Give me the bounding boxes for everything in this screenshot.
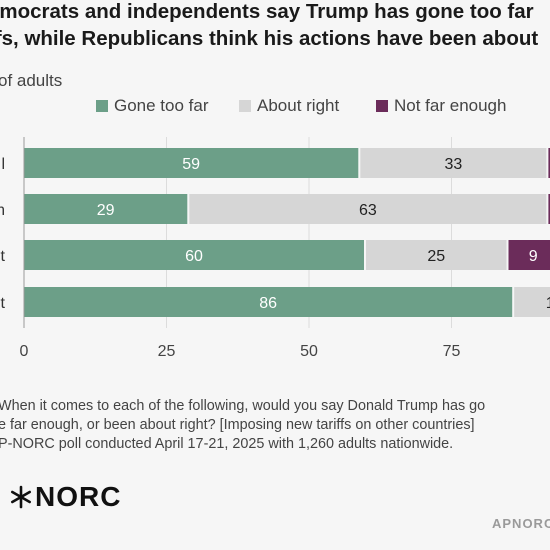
title-line-1: emocrats and independents say Trump has … [0, 0, 534, 23]
legend-item-about-right: About right [239, 96, 339, 116]
bar-about-right [189, 194, 547, 224]
chart-title: emocrats and independents say Trump has … [0, 0, 538, 52]
x-tick-label: 25 [158, 343, 176, 360]
star-icon [10, 485, 32, 509]
bar-not-far-enough [548, 148, 550, 178]
category-label: n [0, 202, 5, 219]
bar-about-right [360, 148, 547, 178]
legend-swatch-gone-too-far [96, 100, 108, 112]
legend-label-not-far-enough: Not far enough [394, 96, 507, 115]
chart-legend: Gone too far About right Not far enough [0, 96, 550, 120]
notes-line-3: P-NORC poll conducted April 17-21, 2025 … [0, 436, 454, 452]
chart-notes: When it comes to each of the following, … [0, 397, 485, 454]
x-tick-label: 0 [20, 343, 29, 360]
data-label: 86 [259, 295, 277, 312]
legend-item-gone-too-far: Gone too far [96, 96, 209, 116]
legend-label-about-right: About right [257, 96, 340, 115]
category-label: l [1, 156, 5, 173]
data-label: 9 [529, 248, 538, 265]
data-label: 63 [359, 202, 377, 219]
notes-line-2: e far enough, or been about right? [Impo… [0, 417, 475, 433]
source-tag: APNORC [492, 516, 550, 531]
legend-item-not-far-enough: Not far enough [376, 96, 506, 116]
chart-subtitle: of adults [0, 71, 63, 90]
bar-chart: 59 33 l 29 63 n 60 25 9 t 86 1 t 0 25 50 75 [0, 137, 550, 360]
norc-logo: NORC [9, 481, 121, 513]
bar-not-far-enough [548, 194, 550, 224]
x-tick-label: 50 [300, 343, 318, 360]
bar-gone-too-far [24, 148, 359, 178]
bar-about-right [514, 287, 550, 317]
logo-text: NORC [35, 481, 122, 512]
category-label: t [1, 248, 6, 265]
category-label: t [1, 295, 6, 312]
bar-about-right [366, 240, 507, 270]
x-tick-label: 75 [443, 343, 461, 360]
data-label: 29 [97, 202, 115, 219]
bar-not-far-enough [508, 240, 550, 270]
legend-label-gone-too-far: Gone too far [114, 96, 209, 115]
legend-swatch-about-right [239, 100, 251, 112]
title-line-2: ffs, while Republicans think his actions… [0, 27, 539, 50]
bar-gone-too-far [24, 240, 364, 270]
bar-gone-too-far [24, 194, 188, 224]
data-label: 60 [185, 248, 203, 265]
notes-line-1: When it comes to each of the following, … [0, 398, 486, 414]
data-label: 1 [546, 295, 550, 312]
data-label: 25 [427, 248, 445, 265]
legend-swatch-not-far-enough [376, 100, 388, 112]
data-label: 33 [444, 156, 462, 173]
bar-gone-too-far [24, 287, 513, 317]
data-label: 59 [182, 156, 200, 173]
